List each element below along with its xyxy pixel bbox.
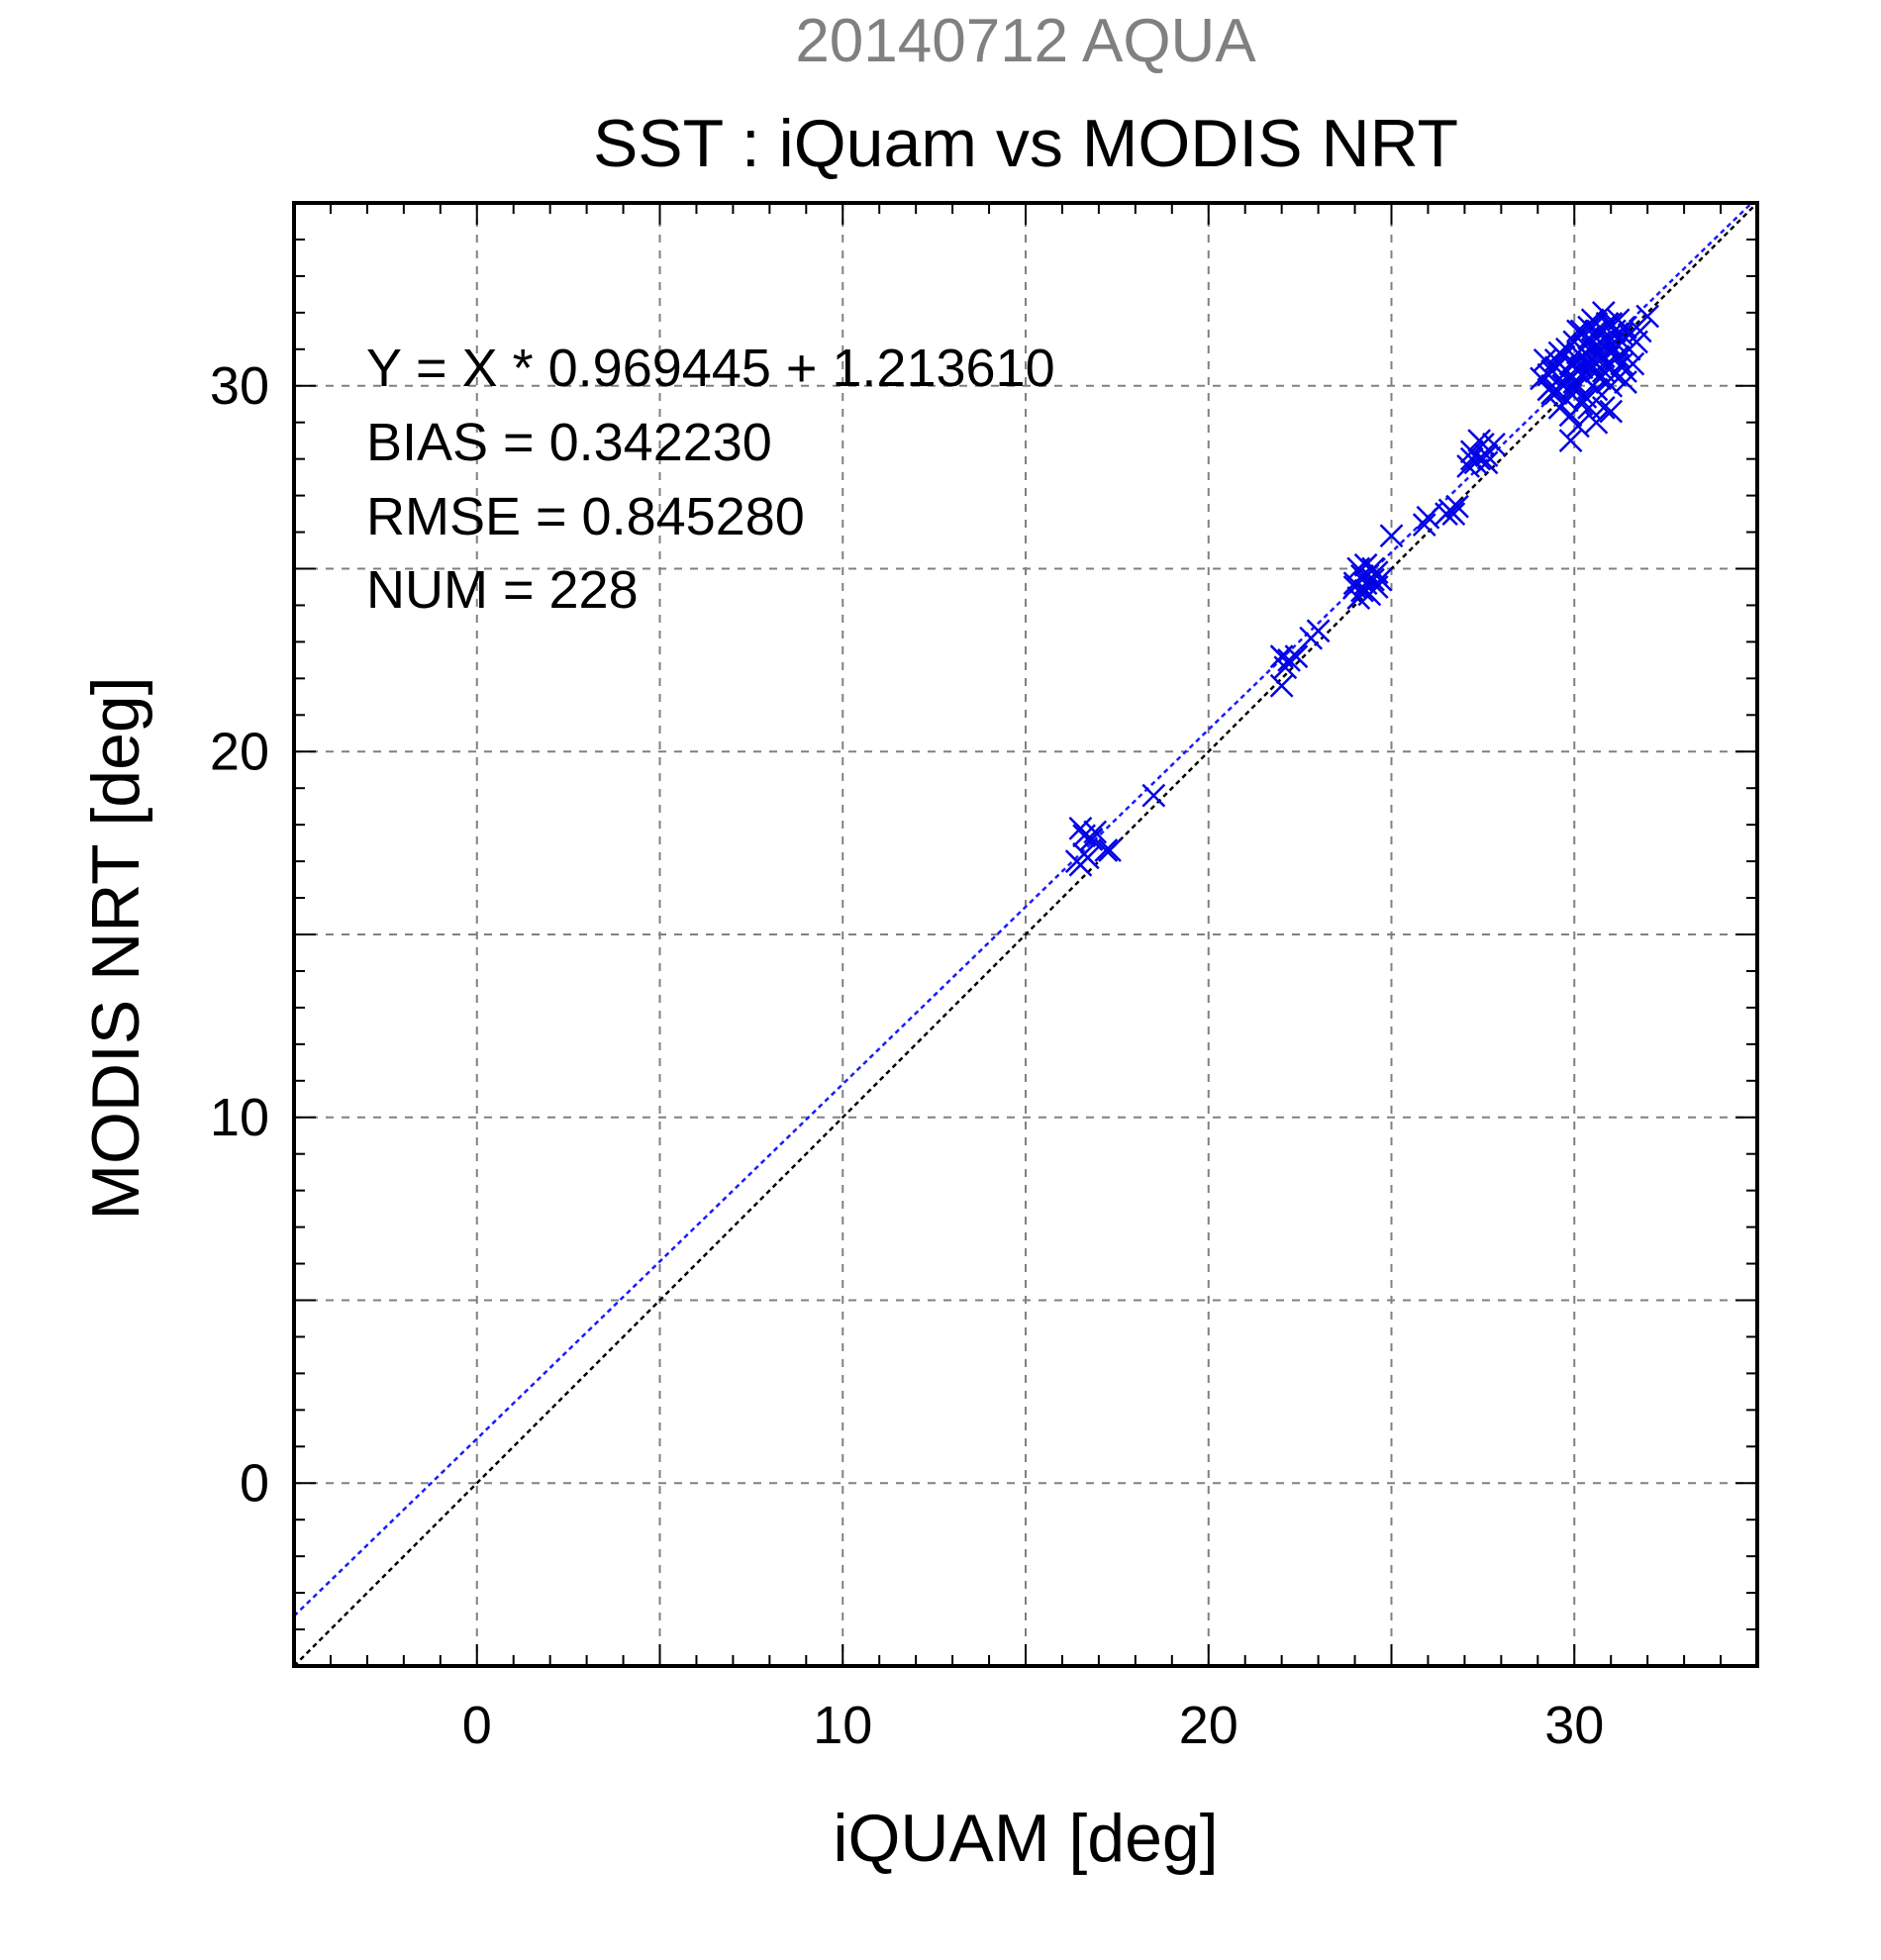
data-point	[1577, 315, 1601, 340]
data-point	[1540, 359, 1564, 383]
data-point	[1474, 443, 1499, 467]
data-point	[1141, 783, 1166, 808]
chart-title: SST : iQuam vs MODIS NRT	[593, 106, 1458, 181]
data-point	[1558, 429, 1583, 453]
plot-frame	[292, 201, 1759, 1668]
y-axis-label: MODIS NRT [deg]	[78, 676, 153, 1220]
y-tick-label: 30	[210, 356, 269, 416]
data-point	[1098, 838, 1122, 862]
data-point	[1482, 432, 1506, 456]
data-point	[1588, 341, 1612, 365]
data-point	[1269, 673, 1294, 698]
data-point	[1284, 644, 1309, 669]
data-point	[1635, 304, 1660, 329]
data-point	[1606, 344, 1631, 369]
data-point	[1277, 647, 1301, 672]
x-tick-label: 10	[813, 1696, 872, 1755]
data-point	[1368, 567, 1393, 592]
data-point	[1536, 377, 1561, 402]
data-point	[1595, 351, 1620, 376]
num-value: NUM = 228	[366, 560, 639, 620]
rmse-value: RMSE = 0.845280	[366, 487, 805, 546]
y-tick-label: 0	[240, 1453, 269, 1513]
date-label: 20140712 AQUA	[795, 7, 1256, 75]
data-point	[1083, 820, 1108, 844]
regression-line	[294, 203, 1754, 1617]
data-point	[1551, 373, 1576, 398]
data-point	[1566, 414, 1590, 439]
data-point	[1599, 399, 1624, 424]
data-point	[1094, 838, 1119, 862]
data-point	[1445, 494, 1469, 519]
data-point	[1441, 502, 1466, 526]
data-point	[1580, 373, 1605, 398]
data-point	[1435, 502, 1458, 526]
plot-area: 0 10 20 30 0 10 20 30	[210, 201, 1759, 1755]
stats-block: Y = X * 0.969445 + 1.213610 BIAS = 0.342…	[366, 339, 1055, 620]
bias-value: BIAS = 0.342230	[366, 413, 772, 472]
data-point	[1072, 841, 1097, 866]
data-point	[1577, 396, 1601, 420]
data-point	[1350, 578, 1374, 603]
data-point	[1547, 341, 1572, 365]
data-point	[1459, 446, 1484, 471]
x-tick-label: 30	[1544, 1696, 1604, 1755]
data-point	[1306, 619, 1331, 643]
data-point	[1569, 392, 1594, 417]
fit-equation: Y = X * 0.969445 + 1.213610	[366, 339, 1055, 398]
data-point	[1364, 575, 1389, 599]
identity-line	[294, 203, 1757, 1666]
y-tick-label: 10	[210, 1088, 269, 1147]
data-point	[1628, 319, 1652, 343]
data-point	[1412, 513, 1436, 538]
data-point	[1591, 334, 1616, 357]
data-point	[1584, 359, 1609, 383]
data-point	[1079, 828, 1104, 851]
data-point	[1614, 359, 1637, 383]
x-tick-label: 0	[462, 1696, 492, 1755]
x-axis-label: iQUAM [deg]	[833, 1801, 1218, 1876]
x-tick-label: 20	[1179, 1696, 1238, 1755]
data-point	[1416, 505, 1440, 530]
data-point	[1614, 370, 1637, 394]
data-point	[1456, 454, 1480, 478]
data-point	[1379, 524, 1404, 548]
data-point	[1467, 429, 1492, 453]
data-point	[1606, 308, 1631, 333]
data-point	[1474, 450, 1499, 475]
data-point	[1554, 337, 1579, 361]
data-point	[1533, 348, 1557, 372]
data-point	[1584, 410, 1609, 435]
data-point	[1361, 556, 1385, 581]
data-point	[1547, 396, 1572, 420]
data-point	[1346, 586, 1371, 610]
data-point	[1562, 373, 1587, 398]
data-point	[1584, 312, 1609, 336]
y-tick-label: 20	[210, 722, 269, 781]
